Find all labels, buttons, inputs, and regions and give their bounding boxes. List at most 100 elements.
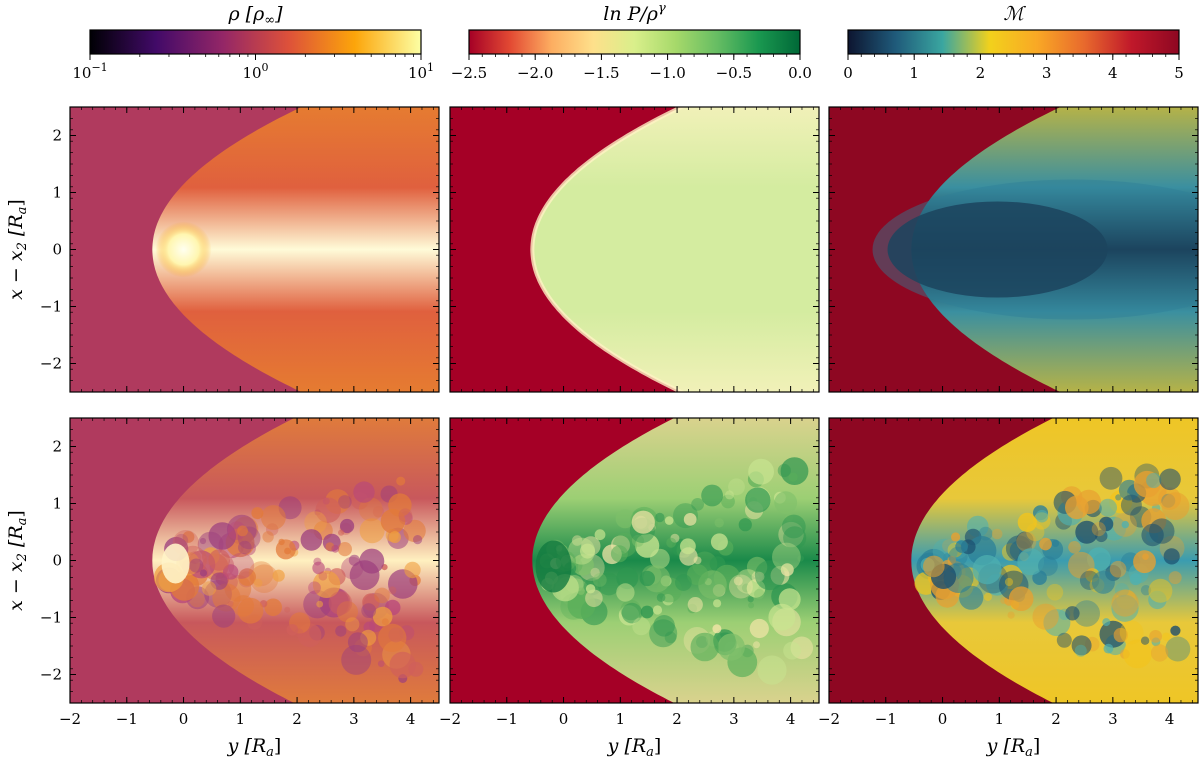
colorbar-tick-label: 4 — [1108, 64, 1118, 82]
turbulent-eddy — [1007, 611, 1015, 619]
turbulent-eddy — [728, 574, 753, 599]
turbulent-eddy — [1095, 529, 1108, 543]
turbulent-eddy — [1102, 618, 1111, 627]
turbulent-eddy — [238, 540, 252, 555]
turbulent-eddy — [747, 596, 754, 603]
turbulent-eddy — [377, 660, 385, 667]
colorbar-entropy: ln P/ργ −2.5 −2.0 −1.5 −1.0 −0.5 0.0 — [451, 1, 812, 82]
x-axis-label: y [Ra] — [227, 735, 282, 760]
turbulent-eddy — [733, 576, 743, 586]
turbulent-eddy — [1111, 589, 1139, 617]
turbulent-eddy — [1016, 531, 1034, 549]
turbulent-eddy — [294, 628, 304, 638]
turbulent-eddy — [777, 463, 791, 478]
y-tick-label: 1 — [52, 495, 62, 513]
turbulent-eddy — [664, 516, 674, 525]
turbulent-eddy — [1099, 498, 1117, 517]
turbulent-eddy — [1121, 520, 1130, 529]
turbulent-eddy — [748, 602, 755, 609]
turbulent-eddy — [640, 605, 654, 619]
turbulent-eddy — [1008, 586, 1034, 611]
turbulent-eddy — [955, 540, 968, 553]
axis-labels: y [Ra] y [Ra] y [Ra] x − x2 [Ra] x − x2 [Ra] — [5, 199, 1040, 760]
turbulent-eddy — [1165, 636, 1191, 662]
turbulent-eddy — [1004, 577, 1014, 587]
turbulent-eddy — [398, 508, 413, 523]
x-tick-label: −2 — [59, 710, 81, 728]
turbulent-eddy — [331, 544, 340, 553]
x-tick-label: −2 — [818, 710, 840, 728]
turbulent-eddy — [261, 505, 286, 530]
turbulent-eddy — [335, 625, 347, 637]
turbulent-eddy — [1109, 560, 1127, 578]
x-axis-label: y [Ra] — [607, 735, 662, 760]
turbulent-eddy — [754, 588, 765, 600]
turbulent-eddy — [1123, 639, 1152, 669]
turbulent-eddy — [372, 606, 393, 627]
turbulent-eddy — [388, 531, 401, 544]
turbulent-eddy — [361, 603, 377, 618]
turbulent-eddy — [788, 472, 798, 482]
turbulent-eddy — [610, 545, 628, 563]
x-tick-label: 1 — [236, 710, 246, 728]
turbulent-eddy — [278, 538, 285, 546]
panel-entropy-turbulent: −2 −1 0 1 2 3 4 — [439, 417, 820, 728]
turbulent-eddy — [721, 494, 735, 509]
turbulent-eddy — [632, 617, 651, 636]
turbulent-eddy — [308, 581, 321, 595]
turbulent-eddy — [300, 529, 323, 551]
x-tick-label: 2 — [672, 710, 682, 728]
panel-entropy-smooth — [449, 106, 820, 393]
turbulent-eddy — [374, 587, 390, 604]
turbulent-eddy — [749, 618, 769, 639]
x-tick-label: 2 — [292, 710, 302, 728]
turbulent-eddy — [189, 558, 204, 573]
turbulent-eddy — [680, 538, 696, 555]
turbulent-eddy — [1099, 466, 1123, 490]
turbulent-eddy — [1035, 509, 1049, 523]
turbulent-eddy — [188, 551, 202, 564]
y-tick-label: −2 — [40, 355, 62, 373]
turbulent-eddy — [208, 549, 230, 571]
colorbar-tick-label: 2 — [976, 64, 986, 82]
panel-grid: −2 −1 0 1 2 −2 −1 0 1 2 −2 −1 0 1 2 3 4 −2 −1 0 1 2 3 4 −2 −1 0 1 2 3… — [40, 106, 1199, 728]
turbulent-eddy — [338, 495, 352, 509]
colorbar-tick-label: 101 — [408, 61, 434, 82]
turbulent-eddy — [972, 555, 1002, 585]
turbulent-eddy — [212, 604, 236, 628]
turbulent-eddy — [404, 561, 421, 579]
turbulent-eddy — [337, 542, 352, 557]
colorbar-tick-label: 100 — [242, 61, 268, 82]
turbulent-eddy — [208, 522, 237, 550]
turbulent-eddy — [768, 603, 796, 631]
x-tick-label: 3 — [1108, 710, 1118, 728]
turbulent-eddy — [774, 491, 798, 514]
turbulent-eddy — [714, 518, 724, 528]
turbulent-eddy — [362, 593, 380, 611]
turbulent-eddy — [1017, 512, 1037, 533]
subsonic-core — [887, 201, 1108, 298]
panel-density-turbulent: −2 −1 0 1 2 −2 −1 0 1 2 3 4 — [40, 417, 440, 728]
turbulent-eddy — [652, 605, 663, 615]
turbulent-eddy — [251, 507, 264, 520]
turbulent-eddy — [577, 587, 585, 595]
turbulent-eddy — [304, 511, 327, 534]
turbulent-eddy — [951, 532, 961, 542]
colorbar-row: ρ [ρ∞] 10−1 100 101 ln P/ργ −2.5 −2.0 −1.5 −1.0 −… — [72, 1, 1183, 82]
colorbar-tick-label: −2.5 — [451, 64, 487, 82]
turbulent-eddy — [572, 554, 594, 576]
turbulent-eddy — [223, 564, 239, 580]
colorbar-tick-label: 3 — [1042, 64, 1052, 82]
turbulent-eddy — [249, 564, 279, 593]
turbulent-eddy — [780, 457, 809, 485]
turbulent-eddy — [754, 560, 785, 591]
turbulent-eddy — [1163, 548, 1180, 565]
turbulent-eddy — [1065, 606, 1080, 621]
colorbar-tick-label: 10−1 — [72, 61, 107, 82]
turbulent-eddy — [1068, 551, 1095, 579]
x-tick-label: 1 — [995, 710, 1005, 728]
accretor-core — [161, 543, 190, 584]
turbulent-eddy — [783, 641, 801, 660]
low-entropy-core — [535, 540, 572, 593]
colorbar-tick-label: 0 — [843, 64, 853, 82]
